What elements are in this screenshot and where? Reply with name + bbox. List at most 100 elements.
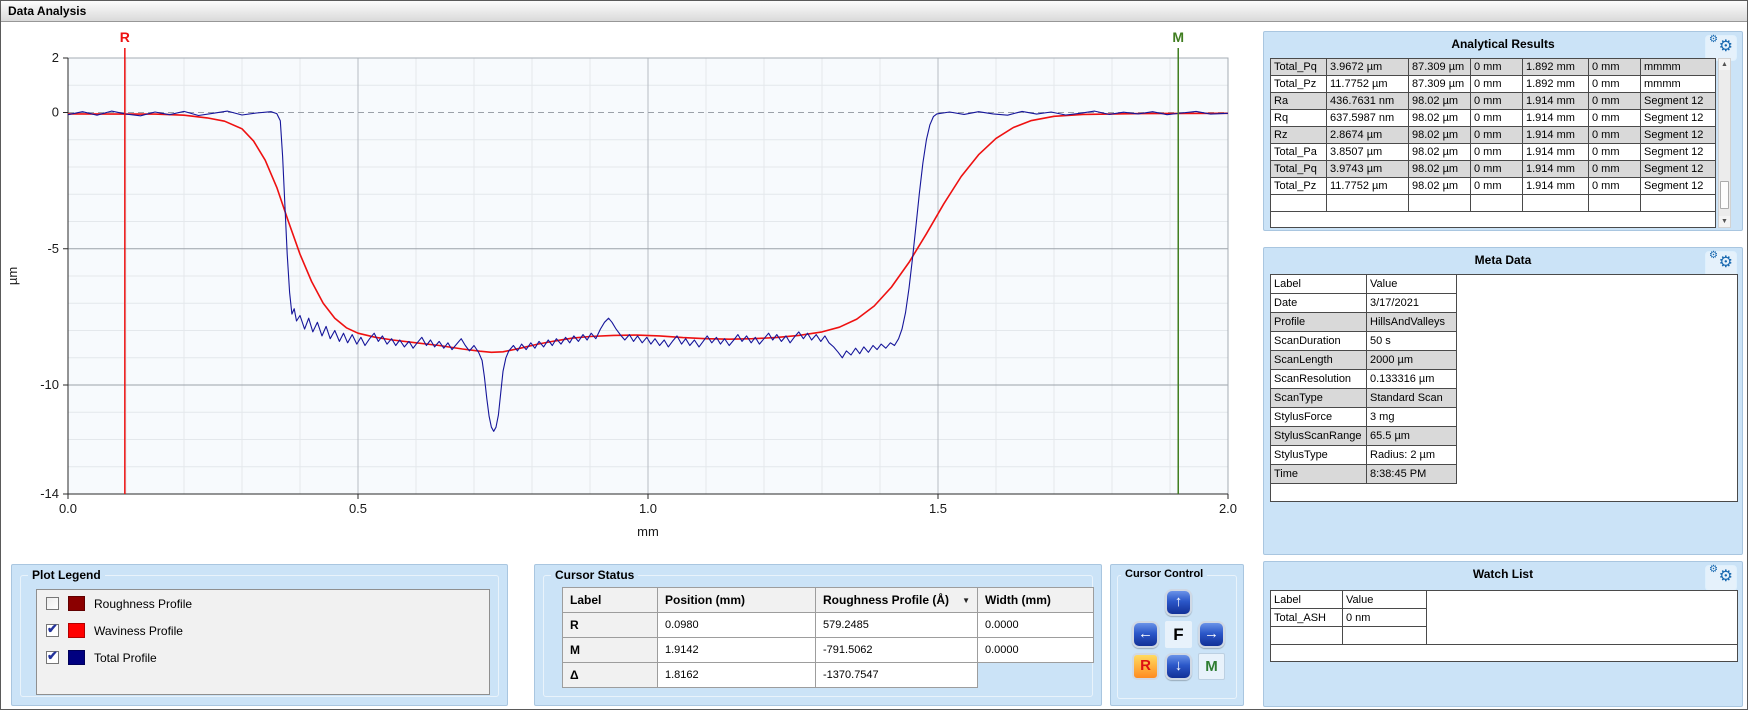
legend-item-label: Waviness Profile [94,623,183,638]
analytical-results-row-0: Total_Pq 3.9672 µm 87.309 µm 0 mm 1.892 mm 0 … [1271,59,1715,76]
analytical-results-scrollbar[interactable]: ▲ ▼ [1718,58,1731,228]
meta-data-cell-8-1: 65.5 µm [1367,427,1457,446]
analytical-results-title: Analytical Results [1451,37,1555,51]
cursor-status-header-2: Roughness Profile (Å) [823,593,950,607]
profile-chart: R M 0.0 0.5 1.0 1.5 2.0 2 0 -5 -10 -14 mm µm [5,29,1237,539]
meta-data-settings-button[interactable]: ⚙ ⚙ [1705,250,1737,277]
analytical-results-cell-0-3: 0 mm [1471,59,1523,76]
analytical-results-cell-6-6: Segment 12 [1641,161,1715,178]
meta-data-row-6: ScanType Standard Scan [1271,389,1737,408]
meta-data-cell-8-0: StylusScanRange [1271,427,1367,446]
meta-data-cell-7-0: StylusForce [1271,408,1367,427]
analytical-results-row-5: Total_Pa 3.8507 µm 98.02 µm 0 mm 1.914 mm 0 m… [1271,144,1715,161]
y-tick-label: -14 [40,486,59,501]
x-axis-label: mm [637,524,659,539]
analytical-results-cell-3-4: 1.914 mm [1523,110,1589,127]
meta-data-cell-9-0: StylusType [1271,446,1367,465]
legend-checkbox-1[interactable]: ✔ [46,621,59,637]
meta-data-cell-0-0: Label [1271,275,1367,294]
analytical-results-cell-3-0: Rq [1271,110,1327,127]
cursor-status-header-cell-1: Position (mm) [658,587,816,613]
cursor-m-select-button[interactable]: M [1198,653,1225,680]
y-axis-label: µm [5,267,20,285]
cursor-status-cell-0-1: 0.0980 [658,613,816,638]
watch-list-settings-button[interactable]: ⚙ ⚙ [1705,564,1737,591]
window-titlebar: Data Analysis [1,1,1747,22]
analytical-results-cell-8-2 [1409,195,1471,212]
analytical-results-cell-7-6: Segment 12 [1641,178,1715,195]
legend-checkbox-2[interactable]: ✔ [46,648,59,664]
analytical-results-cell-2-3: 0 mm [1471,93,1523,110]
cursor-control-panel: Cursor Control ↑ ← F → R ↓ M [1110,564,1244,706]
cursor-fine-button[interactable]: F [1165,621,1192,648]
legend-item-1: ✔ Waviness Profile [37,617,489,644]
scroll-up-icon[interactable]: ▲ [1719,59,1730,70]
analytical-results-cell-6-2: 98.02 µm [1409,161,1471,178]
scrollbar-thumb[interactable] [1720,181,1729,209]
watch-list-row-0: Label Value [1271,591,1737,609]
cursor-up-button[interactable]: ↑ [1165,589,1192,616]
cursor-status-cell-2-2: -1370.7547 [816,663,978,688]
analytical-results-cell-2-1: 436.7631 nm [1327,93,1409,110]
analytical-results-row-2: Ra 436.7631 nm 98.02 µm 0 mm 1.914 mm 0 mm Seg… [1271,93,1715,110]
analytical-results-cell-4-2: 98.02 µm [1409,127,1471,144]
watch-list-cell-0-0: Label [1271,591,1343,609]
meta-data-row-9: StylusType Radius: 2 µm [1271,446,1737,465]
gear-icon: ⚙ [1718,38,1733,55]
analytical-results-cell-0-0: Total_Pq [1271,59,1327,76]
legend-item-0: Roughness Profile [37,590,489,617]
analytical-results-cell-8-0 [1271,195,1327,212]
watch-list-cell-0-1: Value [1343,591,1427,609]
scroll-down-icon[interactable]: ▼ [1719,216,1730,227]
analytical-results-cell-4-3: 0 mm [1471,127,1523,144]
meta-data-cell-5-0: ScanResolution [1271,370,1367,389]
analytical-results-row-6: Total_Pq 3.9743 µm 98.02 µm 0 mm 1.914 mm 0 m… [1271,161,1715,178]
gear-icon: ⚙ [1709,564,1718,575]
analytical-results-cell-1-3: 0 mm [1471,76,1523,93]
check-icon: ✔ [47,621,58,636]
meta-data-row-10: Time 8:38:45 PM [1271,465,1737,484]
cursor-status-header-0: Label [570,593,602,607]
analytical-results-cell-7-4: 1.914 mm [1523,178,1589,195]
cursor-status-header-cell-2[interactable]: Roughness Profile (Å) ▼ [816,587,978,613]
analytical-results-cell-5-1: 3.8507 µm [1327,144,1409,161]
cursor-down-button[interactable]: ↓ [1165,653,1192,680]
meta-data-cell-3-1: 50 s [1367,332,1457,351]
analytical-results-cell-5-4: 1.914 mm [1523,144,1589,161]
analytical-results-cell-5-3: 0 mm [1471,144,1523,161]
analytical-results-cell-8-5 [1589,195,1641,212]
x-tick-label: 2.0 [1219,501,1237,516]
watch-list-table: Label Value Total_ASH 0 nm [1270,590,1738,662]
plot-legend-groupbox [20,575,499,697]
meta-data-table: Label Value Date 3/17/2021 Profile HillsAndVa… [1270,274,1738,502]
analytical-results-cell-2-0: Ra [1271,93,1327,110]
legend-color-swatch [68,623,85,638]
meta-data-cell-7-1: 3 mg [1367,408,1457,427]
legend-checkbox-0[interactable] [46,597,59,610]
cursor-left-button[interactable]: ← [1132,621,1159,648]
roughness-profile-dropdown-icon[interactable]: ▼ [962,595,970,605]
x-tick-label: 1.0 [639,501,657,516]
meta-data-row-4: ScanLength 2000 µm [1271,351,1737,370]
cursor-status-row-1: M 1.9142 -791.5062 0.0000 [562,638,1094,663]
analytical-results-row-1: Total_Pz 11.7752 µm 87.309 µm 0 mm 1.892 mm 0… [1271,76,1715,93]
cursor-status-cell-1-0: M [562,638,658,663]
analytical-results-cell-2-5: 0 mm [1589,93,1641,110]
cursor-status-cell-2-0: Δ [562,663,658,688]
cursor-status-title: Cursor Status [551,568,639,582]
cursor-status-panel: Cursor Status Label Position (mm) Roughnes… [534,564,1102,706]
analytical-results-cell-7-0: Total_Pz [1271,178,1327,195]
cursor-status-cell-1-3: 0.0000 [978,638,1094,663]
analytical-results-cell-4-4: 1.914 mm [1523,127,1589,144]
analytical-results-cell-5-5: 0 mm [1589,144,1641,161]
gear-icon: ⚙ [1709,250,1718,261]
cursor-status-header-cell-3: Width (mm) [978,587,1094,613]
meta-data-row-3: ScanDuration 50 s [1271,332,1737,351]
arrow-down-icon: ↓ [1174,657,1183,674]
cursor-right-button[interactable]: → [1198,621,1225,648]
cursor-r-select-button[interactable]: R [1132,653,1159,680]
meta-data-cell-4-1: 2000 µm [1367,351,1457,370]
arrow-left-icon: ← [1138,625,1153,642]
analytical-results-cell-6-5: 0 mm [1589,161,1641,178]
analytical-results-cell-6-3: 0 mm [1471,161,1523,178]
